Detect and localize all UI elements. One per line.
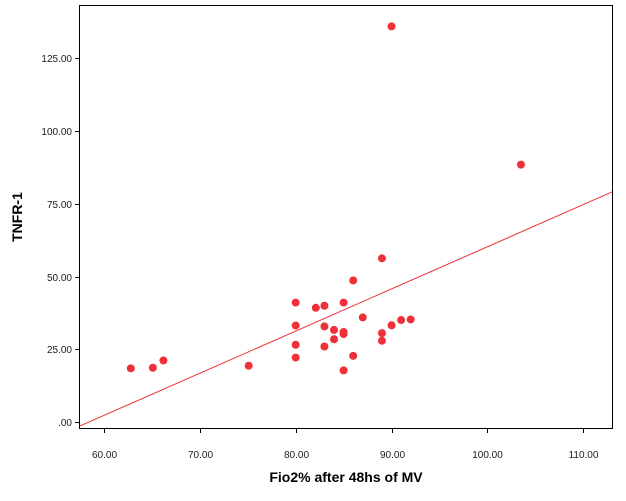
- plot-background: [79, 5, 613, 429]
- data-point: [339, 329, 348, 338]
- data-point: [244, 361, 253, 370]
- y-tick-label: 75.00: [47, 200, 72, 211]
- data-point: [126, 364, 135, 373]
- x-tick-label: 70.00: [188, 450, 213, 461]
- data-point: [311, 303, 320, 312]
- y-tick-label: 50.00: [47, 273, 72, 284]
- data-point: [320, 342, 329, 351]
- y-tick-label: 25.00: [47, 345, 72, 356]
- data-point: [377, 336, 386, 345]
- data-point: [358, 313, 367, 322]
- data-point: [377, 254, 386, 263]
- data-point: [339, 366, 348, 375]
- x-tick-label: 80.00: [284, 450, 309, 461]
- x-axis-title: Fio2% after 48hs of MV: [269, 469, 423, 485]
- data-point: [387, 321, 396, 330]
- data-point: [330, 335, 339, 344]
- x-axis: 60.00 70.00 80.00 90.00 100.00 110.00: [92, 428, 599, 461]
- data-point: [397, 316, 406, 325]
- data-point: [516, 160, 525, 169]
- data-point: [291, 321, 300, 330]
- y-tick-label: 100.00: [41, 127, 72, 138]
- y-tick-label: 125.00: [41, 54, 72, 65]
- data-point: [291, 353, 300, 362]
- data-point: [291, 298, 300, 307]
- x-tick-label: 110.00: [569, 450, 599, 461]
- data-point: [320, 322, 329, 331]
- data-points-layer: [126, 22, 525, 375]
- plot-frame: [79, 5, 613, 429]
- data-point: [349, 276, 358, 285]
- fit-line-layer: [79, 191, 613, 427]
- x-tick-label: 100.00: [472, 450, 503, 461]
- data-point: [159, 356, 168, 365]
- data-point: [377, 329, 386, 338]
- data-point: [148, 363, 157, 372]
- data-point: [330, 325, 339, 334]
- y-axis: .00 25.00 50.00 75.00 100.00 125.00: [41, 54, 80, 429]
- data-point: [291, 340, 300, 349]
- data-point: [349, 351, 358, 360]
- data-point: [406, 315, 415, 324]
- fit-line: [79, 191, 613, 427]
- y-axis-title: TNFR-1: [9, 192, 25, 242]
- data-point: [339, 298, 348, 307]
- data-point: [387, 22, 396, 31]
- x-tick-label: 60.00: [92, 450, 117, 461]
- data-point: [320, 301, 329, 310]
- y-tick-label: .00: [58, 418, 72, 429]
- x-tick-label: 90.00: [380, 450, 405, 461]
